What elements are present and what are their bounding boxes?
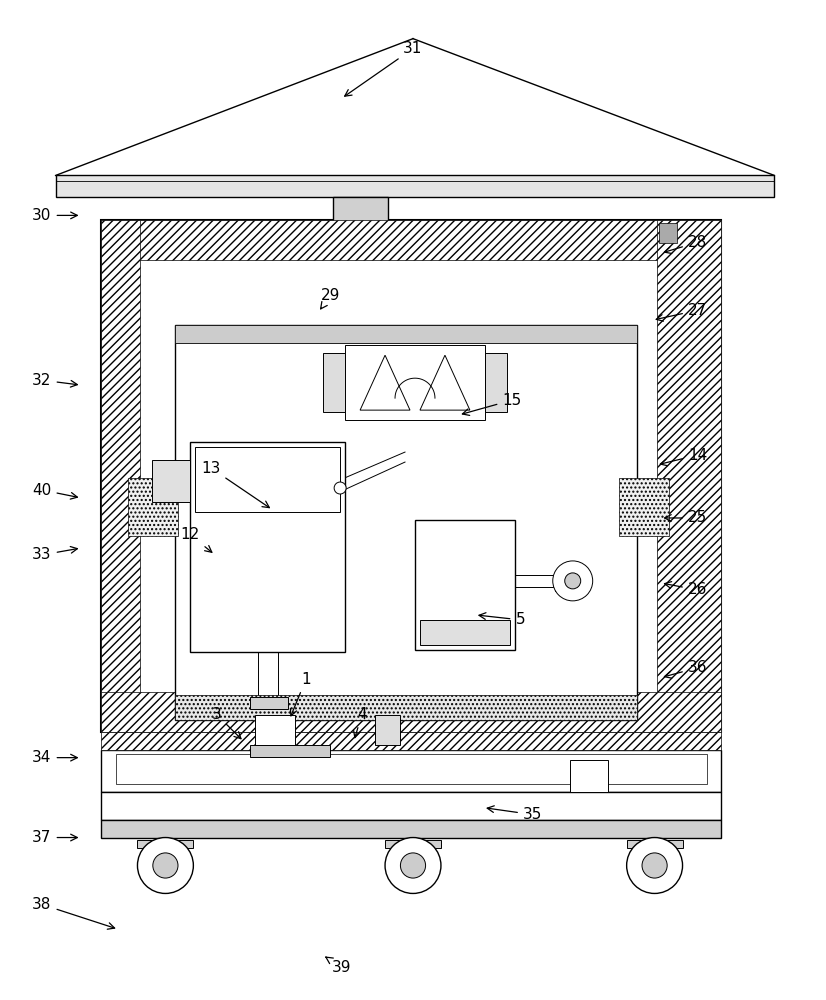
Bar — [101, 792, 721, 820]
Bar — [137, 840, 193, 848]
Bar — [116, 754, 706, 784]
Text: 25: 25 — [665, 510, 707, 525]
Bar — [153, 460, 190, 502]
Text: 4: 4 — [354, 707, 367, 738]
Circle shape — [335, 482, 346, 494]
Bar — [250, 745, 330, 757]
Bar — [190, 442, 345, 652]
Text: 14: 14 — [660, 448, 707, 466]
Text: 31: 31 — [344, 41, 423, 96]
Text: 28: 28 — [664, 235, 707, 253]
Bar — [249, 697, 287, 709]
Circle shape — [627, 838, 682, 893]
Bar — [175, 325, 637, 343]
Text: 32: 32 — [32, 373, 78, 388]
Bar — [101, 220, 721, 732]
Bar — [129, 478, 178, 536]
Text: 15: 15 — [463, 393, 521, 415]
Text: 5: 5 — [479, 612, 525, 627]
Text: 34: 34 — [32, 750, 78, 765]
Bar — [175, 325, 637, 720]
Bar — [345, 345, 485, 420]
Bar — [101, 750, 721, 792]
Circle shape — [553, 561, 593, 601]
Circle shape — [401, 853, 425, 878]
Bar — [415, 520, 515, 650]
Bar — [101, 820, 721, 838]
Text: 33: 33 — [32, 547, 78, 562]
Text: 29: 29 — [320, 288, 340, 309]
Bar — [196, 447, 340, 512]
Polygon shape — [360, 355, 410, 410]
Circle shape — [137, 838, 193, 893]
Circle shape — [642, 853, 667, 878]
Bar — [55, 175, 775, 197]
Text: 26: 26 — [664, 582, 707, 597]
Text: 40: 40 — [32, 483, 78, 499]
Bar — [619, 478, 668, 536]
Bar — [101, 732, 721, 750]
Circle shape — [565, 573, 581, 589]
Bar — [570, 760, 608, 792]
Text: 1: 1 — [291, 672, 311, 716]
Bar — [658, 223, 676, 243]
Bar — [375, 715, 400, 745]
Text: 13: 13 — [202, 461, 269, 508]
Bar — [627, 840, 682, 848]
Bar — [255, 715, 295, 745]
Text: 36: 36 — [664, 660, 707, 678]
Circle shape — [385, 838, 441, 893]
Bar — [333, 197, 387, 227]
Bar — [485, 353, 507, 412]
Text: 12: 12 — [181, 527, 211, 552]
Bar — [101, 692, 721, 732]
Text: 38: 38 — [32, 897, 115, 929]
Text: 39: 39 — [325, 957, 351, 975]
Text: 37: 37 — [32, 830, 78, 845]
Bar — [657, 220, 721, 732]
Bar — [420, 620, 510, 645]
Text: 3: 3 — [211, 707, 241, 739]
Bar — [323, 353, 345, 412]
Text: 30: 30 — [32, 208, 78, 223]
Text: 27: 27 — [656, 303, 707, 321]
Bar — [101, 220, 721, 260]
Bar — [140, 260, 657, 692]
Text: 35: 35 — [487, 806, 542, 822]
Bar — [101, 220, 140, 732]
Circle shape — [153, 853, 178, 878]
Polygon shape — [420, 355, 470, 410]
Bar — [175, 695, 637, 720]
Bar — [385, 840, 441, 848]
